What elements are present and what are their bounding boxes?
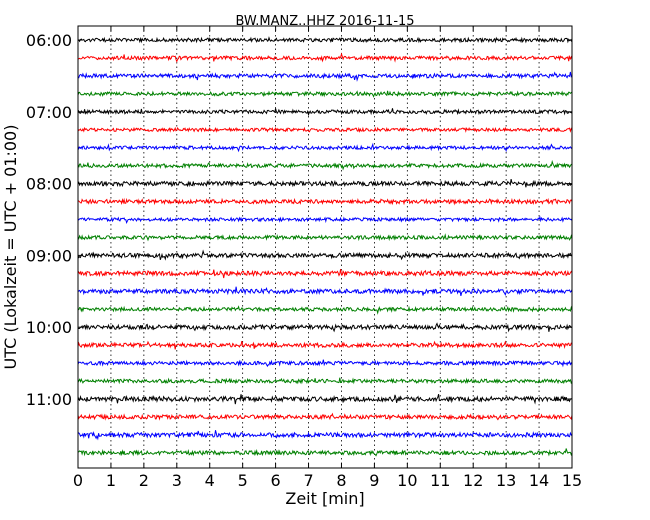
seismogram-trace [77, 305, 573, 315]
seismogram-trace [77, 286, 573, 296]
seismogram-trace [77, 412, 573, 421]
x-tick-label: 14 [529, 471, 549, 490]
x-tick-label: 6 [271, 471, 281, 490]
seismogram-trace [77, 178, 573, 188]
x-tick-label: 15 [562, 471, 582, 490]
seismogram-trace [77, 36, 573, 44]
seismogram-trace [77, 249, 573, 261]
x-tick-label: 1 [106, 471, 116, 490]
y-tick-label: 07:00 [26, 103, 72, 122]
x-tick-label: 5 [238, 471, 248, 490]
seismogram-trace [77, 71, 573, 82]
seismogram-trace [77, 377, 573, 385]
x-tick-label: 7 [303, 471, 313, 490]
y-axis-label: UTC (Lokalzeit = UTC + 01:00) [1, 125, 20, 370]
x-tick-label: 0 [73, 471, 83, 490]
seismogram-trace [77, 197, 573, 206]
seismogram-trace [77, 430, 573, 441]
x-tick-label: 11 [430, 471, 450, 490]
x-axis-label: Zeit [min] [285, 489, 364, 508]
seismogram-trace [77, 108, 573, 117]
x-tick-label: 12 [463, 471, 483, 490]
x-tick-label: 9 [369, 471, 379, 490]
x-tick-label: 2 [139, 471, 149, 490]
y-tick-label: 10:00 [26, 318, 72, 337]
seismogram-trace [77, 142, 573, 153]
seismogram-trace [77, 159, 573, 171]
y-tick-label: 09:00 [26, 246, 72, 265]
seismogram-trace [77, 233, 573, 242]
seismogram-trace [77, 394, 573, 405]
x-tick-label: 3 [172, 471, 182, 490]
y-tick-label: 11:00 [26, 390, 72, 409]
seismogram-trace [77, 126, 573, 133]
seismogram-trace [77, 448, 573, 457]
seismogram-trace [77, 322, 573, 333]
plot-frame [77, 25, 573, 469]
seismogram-trace [77, 268, 573, 279]
y-tick-label: 06:00 [26, 31, 72, 50]
chart-title: BW.MANZ..HHZ 2016-11-15 [235, 14, 414, 29]
y-tick-label: 08:00 [26, 175, 72, 194]
seismogram-trace [77, 340, 573, 350]
seismogram-traces [77, 36, 573, 457]
x-tick-label: 8 [336, 471, 346, 490]
vertical-gridlines [110, 26, 540, 468]
x-tick-label: 10 [397, 471, 417, 490]
axis-ticks: 0 1 2 3 4 5 6 7 8 9 10 11 12 13 14 1506:0007:0008:0009:… [26, 26, 582, 490]
seismogram-trace [77, 52, 573, 63]
x-tick-label: 4 [205, 471, 215, 490]
seismogram-trace [77, 90, 573, 98]
seismogram-trace [77, 215, 573, 224]
x-tick-label: 13 [496, 471, 516, 490]
seismogram-trace [77, 359, 573, 368]
